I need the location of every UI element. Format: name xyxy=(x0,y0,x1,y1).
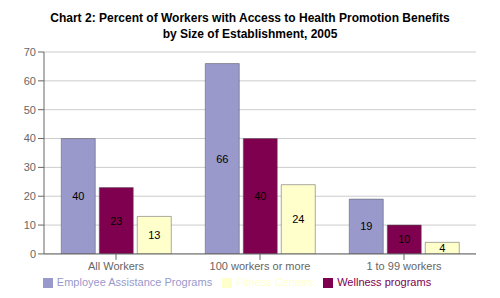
svg-text:66: 66 xyxy=(216,153,228,165)
svg-text:20: 20 xyxy=(24,190,36,202)
svg-text:1 to 99 workers: 1 to 99 workers xyxy=(366,260,442,272)
svg-text:All Workers: All Workers xyxy=(88,260,145,272)
svg-text:40: 40 xyxy=(24,132,36,144)
svg-text:100 workers or more: 100 workers or more xyxy=(210,260,311,272)
svg-text:0: 0 xyxy=(30,248,36,260)
svg-text:24: 24 xyxy=(292,213,304,225)
svg-text:50: 50 xyxy=(24,104,36,116)
svg-text:30: 30 xyxy=(24,161,36,173)
svg-text:10: 10 xyxy=(24,219,36,231)
svg-text:4: 4 xyxy=(439,242,445,254)
html-text:by Size of Establishment, 2005: by Size of Establishment, 2005 xyxy=(162,27,338,41)
html-text:Chart 2: Percent of Workers wi: Chart 2: Percent of Workers with Access … xyxy=(50,11,450,25)
svg-text:13: 13 xyxy=(148,229,160,241)
svg-text:70: 70 xyxy=(24,46,36,58)
svg-text:40: 40 xyxy=(254,190,266,202)
svg-text:40: 40 xyxy=(72,190,84,202)
svg-text:60: 60 xyxy=(24,75,36,87)
html-text:Employee Assistance Programs: Employee Assistance Programs xyxy=(56,275,213,288)
html-text:Wellness programs: Wellness programs xyxy=(337,275,432,288)
html-text:Fitness Centers: Fitness Centers xyxy=(236,275,314,288)
svg-text:23: 23 xyxy=(110,215,122,227)
svg-text:19: 19 xyxy=(360,220,372,232)
svg-text:10: 10 xyxy=(398,233,410,245)
